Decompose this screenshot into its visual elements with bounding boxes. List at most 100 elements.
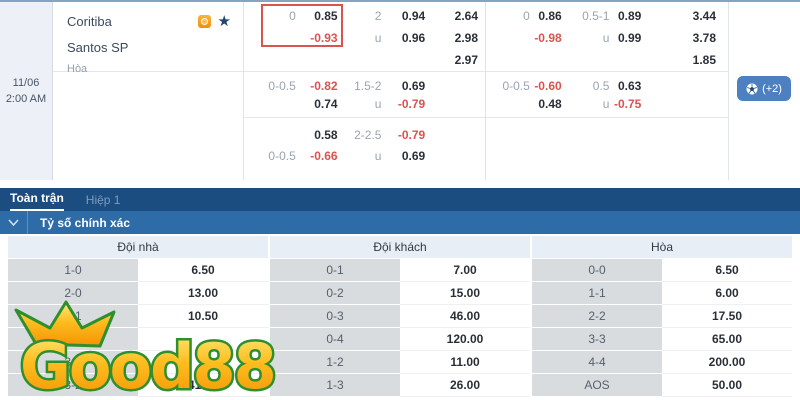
- teams-cell: Coritiba ★ Santos SP Hòa: [53, 2, 243, 75]
- overunder-label: u: [374, 148, 382, 163]
- 1x2-odds[interactable]: 1.85: [692, 53, 716, 67]
- draw-row: Hòa: [67, 60, 231, 78]
- handicap-odds[interactable]: 0.86: [538, 9, 562, 23]
- score-label: 1-3: [270, 374, 400, 397]
- odds-row-3-fh: [486, 118, 728, 180]
- handicap-odds[interactable]: -0.82: [310, 79, 338, 93]
- score-row: 1-0 6.50 0-1 7.00 0-0 6.50: [8, 259, 792, 282]
- handicap-odds[interactable]: 0.85: [314, 9, 338, 23]
- more-markets-column: (+2): [729, 2, 799, 180]
- handicap-odds[interactable]: -0.66: [310, 148, 338, 163]
- tab-first-half[interactable]: Hiệp 1: [85, 193, 121, 207]
- odds-line: 0-0.5 -0.82 1.5-2 0.69: [244, 77, 485, 95]
- match-date: 11/06: [12, 77, 40, 89]
- score-odds[interactable]: 65.00: [662, 328, 792, 351]
- score-odds[interactable]: 41.00: [138, 374, 268, 397]
- odds-line: 1.85: [486, 49, 728, 71]
- 1x2-odds[interactable]: 3.78: [692, 31, 716, 45]
- soccer-ball-icon: [746, 83, 758, 94]
- handicap-odds[interactable]: 0.58: [314, 127, 338, 142]
- score-odds[interactable]: 46.00: [400, 305, 530, 328]
- handicap-odds[interactable]: -0.98: [534, 31, 562, 45]
- odds-line: 2.97: [244, 49, 485, 71]
- score-label: AOS: [532, 374, 662, 397]
- away-team-row: Santos SP: [67, 34, 231, 60]
- overunder-odds[interactable]: 0.69: [401, 79, 426, 93]
- overunder-odds[interactable]: 0.99: [617, 31, 642, 45]
- overunder-odds[interactable]: -0.79: [397, 97, 426, 111]
- handicap-label: 0-0.5: [268, 79, 296, 93]
- score-odds[interactable]: 6.50: [662, 259, 792, 282]
- handicap-odds[interactable]: -0.93: [310, 31, 338, 45]
- score-odds[interactable]: 6.50: [138, 259, 268, 282]
- chevron-down-icon[interactable]: [0, 211, 28, 234]
- match-time: 2:00 AM: [5, 93, 47, 105]
- 1x2-odds[interactable]: 3.44: [692, 9, 716, 23]
- overunder-label: 0.5: [592, 79, 610, 93]
- overunder-odds[interactable]: -0.79: [397, 127, 426, 142]
- 1x2-odds[interactable]: 2.64: [454, 9, 479, 23]
- handicap-odds[interactable]: 0.74: [314, 97, 338, 111]
- score-odds[interactable]: [138, 328, 268, 351]
- score-label: 0-1: [270, 259, 400, 282]
- score-odds[interactable]: [138, 351, 268, 374]
- score-label: 0-3: [270, 305, 400, 328]
- score-odds[interactable]: 11.00: [400, 351, 530, 374]
- odds-line: -0.98 u 0.99 3.78: [486, 27, 728, 49]
- score-odds[interactable]: 50.00: [662, 374, 792, 397]
- score-label: 3-2: [8, 374, 138, 397]
- handicap-label: 0: [289, 9, 296, 23]
- odds-line: 0.48 u -0.75: [486, 95, 728, 113]
- overunder-label: 1.5-2: [354, 79, 382, 93]
- odds-row-3-ft: 0.58 2-2.5 -0.79 0-0.5 -0.66 u 0.69: [244, 118, 485, 180]
- score-label: 4-4: [532, 351, 662, 374]
- overunder-label: 2: [374, 9, 382, 23]
- score-odds[interactable]: 120.00: [400, 328, 530, 351]
- overunder-odds[interactable]: -0.75: [613, 97, 642, 111]
- overunder-odds[interactable]: 0.96: [401, 31, 426, 45]
- correct-score-table: Đội nhà Đội khách Hòa 1-0 6.50 0-1 7.00 0-…: [8, 236, 792, 397]
- handicap-label: 0-0.5: [268, 148, 296, 163]
- team-icons: ★: [197, 12, 231, 30]
- 1x2-odds[interactable]: 2.98: [454, 31, 479, 45]
- star-icon[interactable]: ★: [217, 12, 231, 30]
- handicap-odds[interactable]: -0.60: [534, 79, 562, 93]
- score-odds[interactable]: 26.00: [400, 374, 530, 397]
- score-odds[interactable]: 6.00: [662, 282, 792, 305]
- odds-line: 0-0.5 -0.60 0.5 0.63: [486, 77, 728, 95]
- score-odds[interactable]: 10.50: [138, 305, 268, 328]
- more-markets-label: (+2): [762, 82, 782, 95]
- 1x2-odds[interactable]: 2.97: [454, 53, 478, 67]
- firsthalf-odds-section: 0 0.86 0.5-1 0.89 3.44 -0.98 u 0.99 3.78…: [486, 2, 729, 180]
- score-odds[interactable]: 200.00: [662, 351, 792, 374]
- score-label: 3-1: [8, 351, 138, 374]
- score-row: 3-1 1-2 11.00 4-4 200.00: [8, 351, 792, 374]
- overunder-label: 0.5-1: [582, 9, 610, 23]
- score-odds[interactable]: 7.00: [400, 259, 530, 282]
- overunder-odds[interactable]: 0.94: [401, 9, 426, 23]
- score-odds[interactable]: 17.50: [662, 305, 792, 328]
- odds-line: 0 0.85 2 0.94 2.64: [244, 5, 485, 27]
- more-markets-button[interactable]: (+2): [737, 76, 791, 101]
- handicap-odds[interactable]: 0.48: [538, 97, 562, 111]
- score-label: 3-0: [8, 328, 138, 351]
- score-table-header: Đội nhà Đội khách Hòa: [8, 236, 792, 258]
- odds-row-1-fh: 0 0.86 0.5-1 0.89 3.44 -0.98 u 0.99 3.78…: [486, 2, 728, 72]
- score-odds[interactable]: 13.00: [138, 282, 268, 305]
- away-team-name: Santos SP: [67, 39, 129, 55]
- correct-score-section-header: Tỷ số chính xác: [0, 211, 800, 234]
- odds-line: 0-0.5 -0.66 u 0.69: [244, 145, 485, 166]
- overunder-odds[interactable]: 0.63: [617, 79, 642, 93]
- overunder-label: u: [602, 31, 610, 45]
- tab-full-match[interactable]: Toàn trận: [10, 191, 64, 211]
- score-label: 2-0: [8, 282, 138, 305]
- header-draw: Hòa: [532, 236, 792, 258]
- overunder-odds[interactable]: 0.89: [617, 9, 642, 23]
- score-row: 2-0 13.00 0-2 15.00 1-1 6.00: [8, 282, 792, 305]
- overunder-odds[interactable]: 0.69: [401, 148, 426, 163]
- draw-label: Hòa: [67, 63, 88, 75]
- score-row: 3-2 41.00 1-3 26.00 AOS 50.00: [8, 374, 792, 397]
- odds-line: 0 0.86 0.5-1 0.89 3.44: [486, 5, 728, 27]
- score-odds[interactable]: 15.00: [400, 282, 530, 305]
